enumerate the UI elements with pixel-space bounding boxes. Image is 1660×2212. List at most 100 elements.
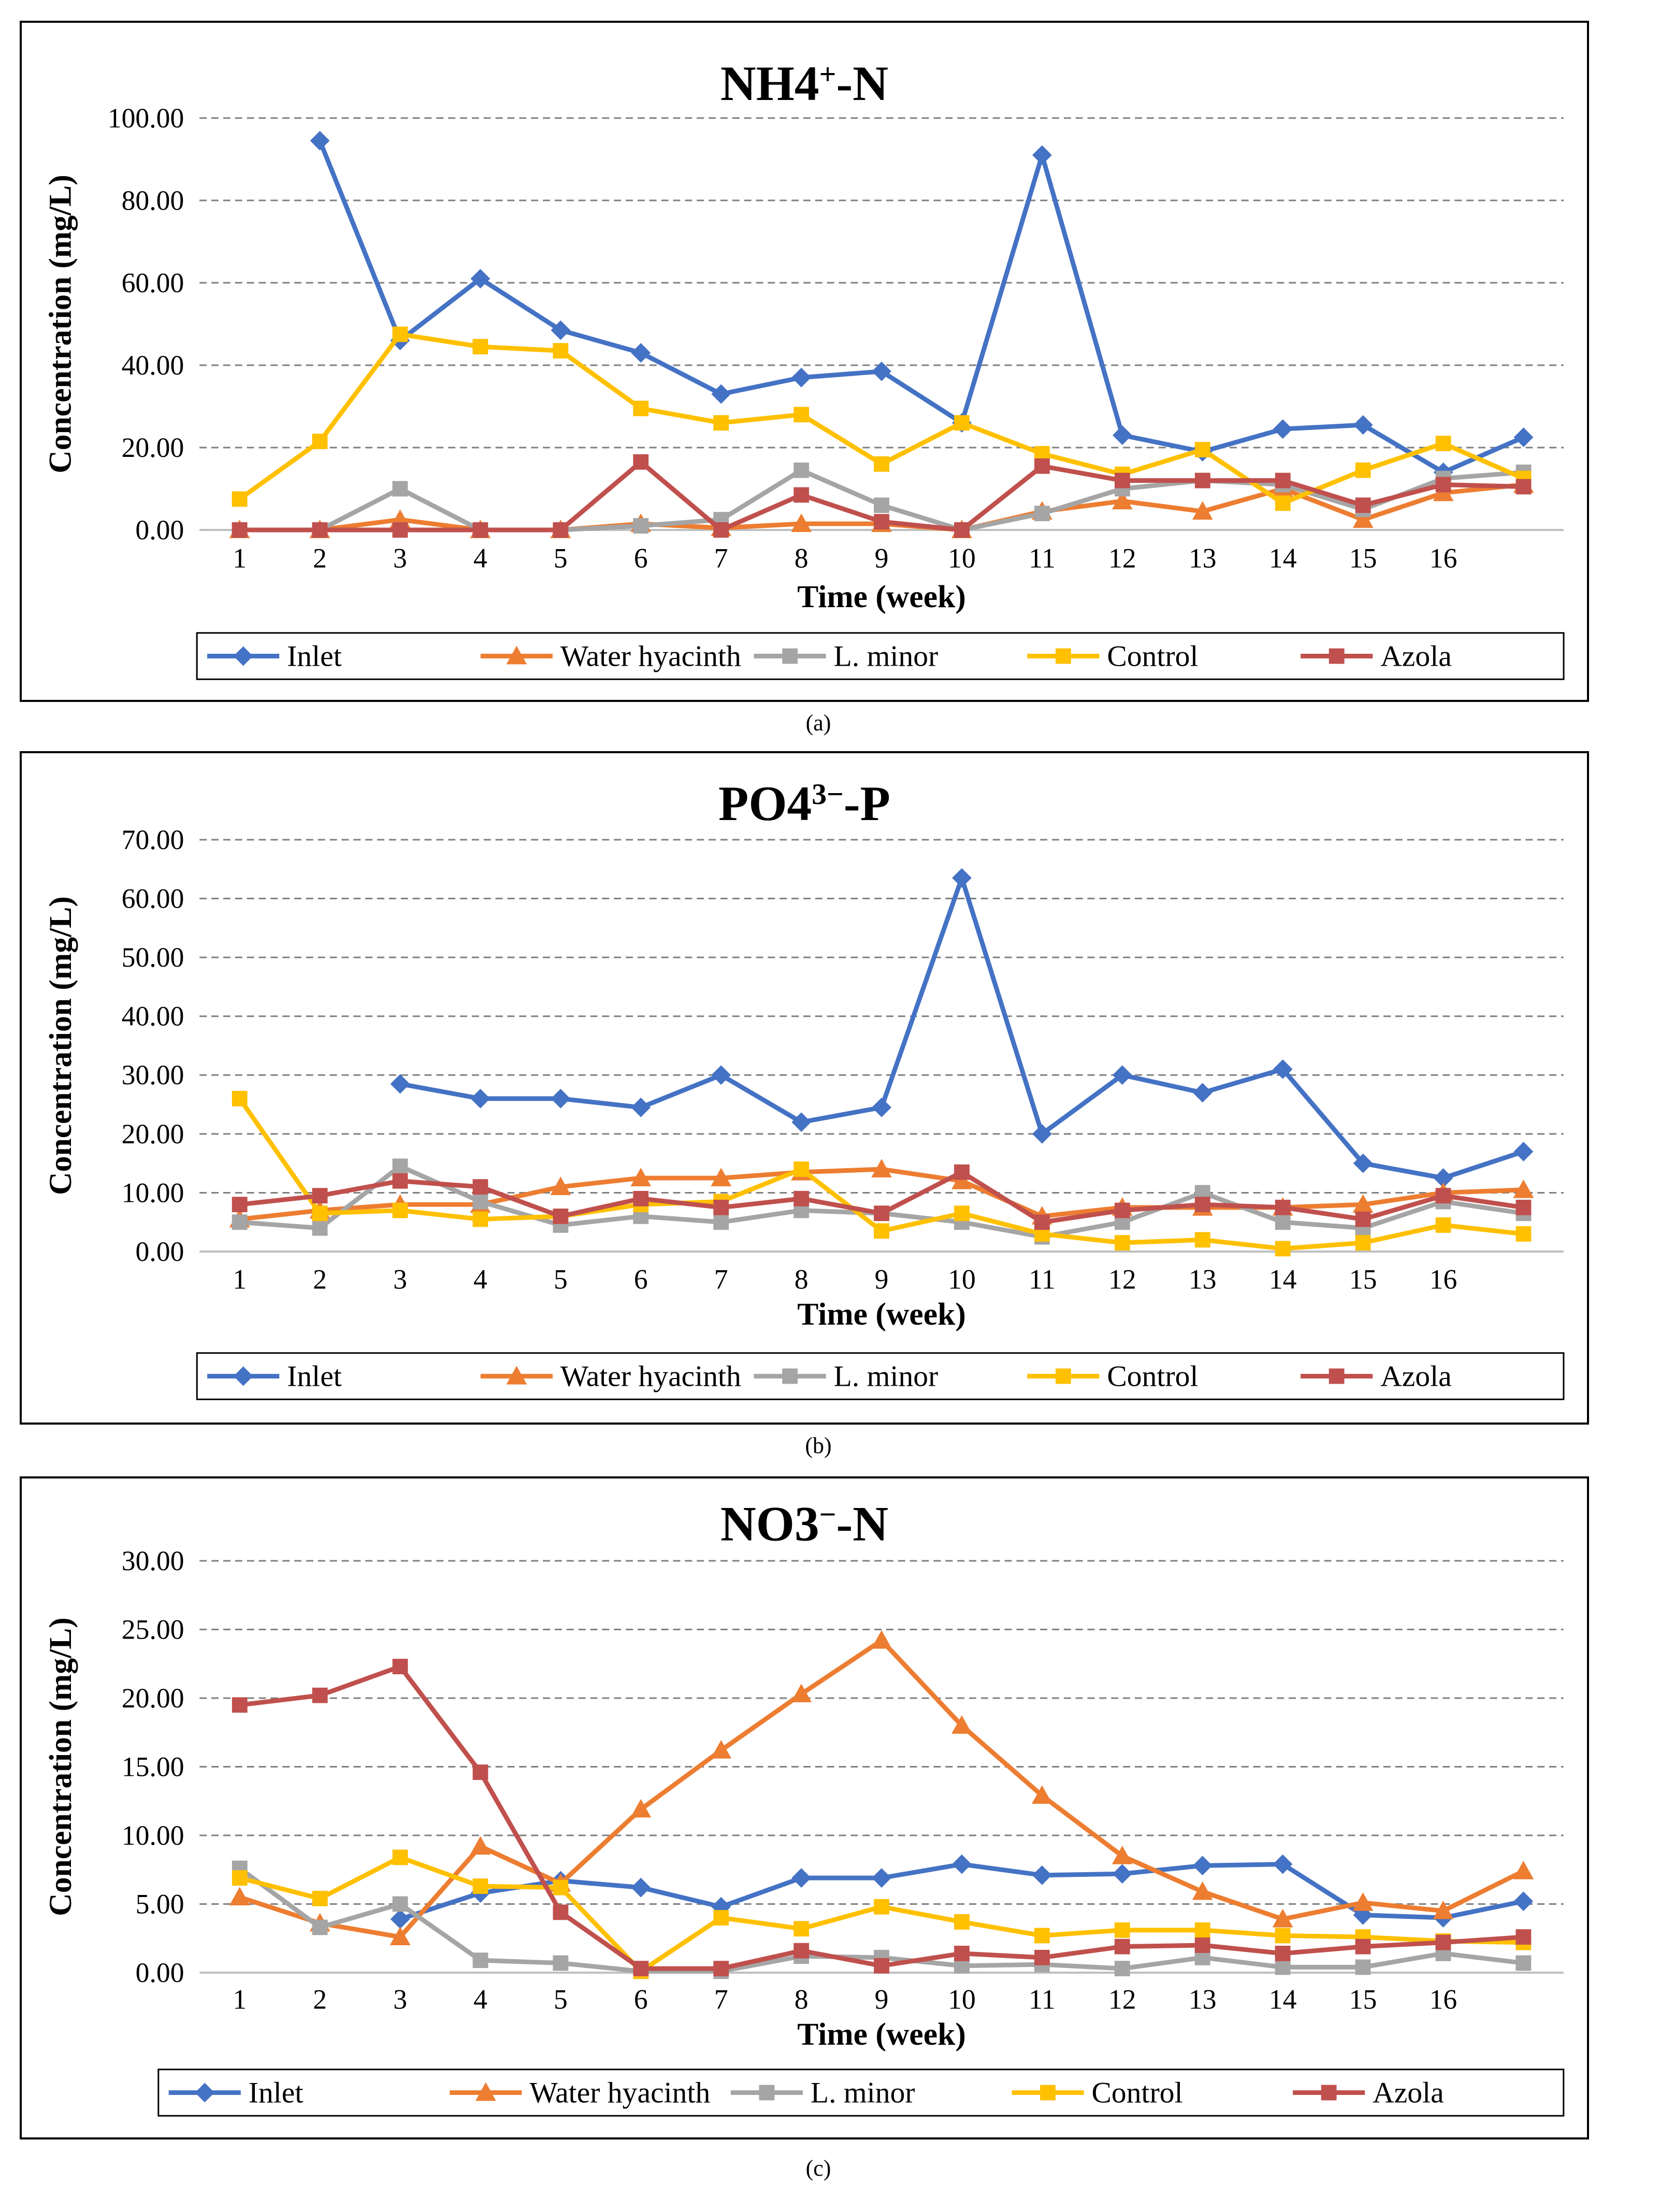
x-tick-label: 7 <box>714 1984 728 2015</box>
y-tick-label: 20.00 <box>122 432 184 463</box>
data-point <box>390 1909 410 1929</box>
data-point <box>952 1854 972 1874</box>
data-point <box>711 384 731 404</box>
data-point <box>1275 1945 1291 1961</box>
data-point <box>1194 1232 1210 1248</box>
data-point <box>1192 1083 1212 1103</box>
data-point <box>392 1659 408 1674</box>
data-point <box>713 1910 729 1926</box>
data-point <box>472 339 488 355</box>
y-tick-label: 100.00 <box>108 103 184 134</box>
data-point <box>1273 1059 1293 1079</box>
legend: Inlet Water hyacinth L. minor Control Azola <box>196 632 1565 680</box>
x-tick-label: 10 <box>948 1984 976 2015</box>
data-point <box>954 1205 970 1222</box>
legend-swatch-marker <box>759 2085 775 2101</box>
data-point <box>472 1878 488 1894</box>
data-point <box>1112 1845 1133 1864</box>
x-tick-label: 8 <box>795 1984 809 2015</box>
x-tick-label: 7 <box>714 543 728 574</box>
data-point <box>1275 1199 1291 1215</box>
data-point <box>472 1179 488 1195</box>
data-point <box>1112 1864 1132 1884</box>
y-axis-label: Concentration (mg/L) <box>43 896 78 1195</box>
data-point <box>1435 1217 1451 1233</box>
data-point <box>871 1630 892 1649</box>
data-point <box>312 1890 328 1906</box>
data-point <box>1433 1168 1453 1188</box>
data-point <box>954 1945 970 1961</box>
data-point <box>550 1176 571 1196</box>
chart-title-main: NO3 <box>720 1496 819 1551</box>
legend-label: Water hyacinth <box>560 640 741 672</box>
data-point <box>1194 1937 1210 1953</box>
data-point <box>952 868 972 888</box>
data-point <box>392 1158 408 1174</box>
data-point <box>472 1211 488 1227</box>
data-point <box>1273 1854 1293 1874</box>
data-point <box>1273 419 1293 439</box>
data-point <box>793 1943 810 1959</box>
y-tick-label: 25.00 <box>122 1614 184 1645</box>
y-tick-label: 60.00 <box>122 267 184 298</box>
x-tick-label: 13 <box>1189 543 1217 574</box>
data-point <box>1275 472 1291 489</box>
data-point <box>553 343 569 359</box>
x-tick-label: 6 <box>634 1264 648 1295</box>
series-inlet <box>390 868 1534 1188</box>
data-point <box>1353 415 1373 435</box>
data-point <box>553 522 569 538</box>
data-point <box>1513 1142 1534 1161</box>
x-tick-label: 2 <box>313 1984 327 2015</box>
x-tick-label: 5 <box>554 1264 568 1295</box>
data-point <box>631 1877 651 1898</box>
data-point <box>1513 1861 1534 1879</box>
data-point <box>1275 1959 1291 1975</box>
x-tick-label: 4 <box>473 1264 487 1295</box>
x-tick-label: 7 <box>714 1264 728 1295</box>
legend: Inlet Water hyacinth L. minor Control Azola <box>196 1352 1565 1400</box>
data-point <box>874 497 889 513</box>
x-tick-label: 6 <box>634 1984 648 2015</box>
data-point <box>1352 509 1374 528</box>
legend-label: L. minor <box>811 2076 915 2109</box>
chart-title-superscript: + <box>819 58 836 91</box>
x-tick-label: 2 <box>313 1264 327 1295</box>
data-point <box>1275 495 1291 511</box>
x-axis-label: Time (week) <box>797 579 966 614</box>
data-point <box>951 1715 972 1734</box>
x-tick-label: 4 <box>473 1984 487 2015</box>
data-point <box>791 1112 812 1132</box>
series-azola <box>232 454 1532 538</box>
data-point <box>874 1205 889 1222</box>
series-line <box>399 875 1524 1181</box>
chart-title-main: PO4 <box>718 776 812 831</box>
data-point <box>711 1740 732 1759</box>
chart-panel-no3: NO3−-N 0.00 5.00 10.00 15.00 20.00 25.00 30.00 1… <box>20 1476 1589 2139</box>
data-point <box>633 1961 649 1976</box>
data-point <box>392 522 408 538</box>
y-tick-label: 20.00 <box>122 1118 184 1150</box>
data-point <box>1515 479 1532 495</box>
legend-swatch-marker <box>233 646 253 666</box>
y-tick-label: 0.00 <box>136 1236 184 1267</box>
data-point <box>232 1214 248 1230</box>
legend-label: Water hyacinth <box>560 1360 741 1392</box>
chart-title: NO3−-N <box>720 1496 888 1551</box>
legend-label: Water hyacinth <box>529 2076 710 2109</box>
data-point <box>551 1088 571 1109</box>
x-tick-label: 1 <box>233 1984 247 2015</box>
data-point <box>1352 1892 1374 1911</box>
data-point <box>1513 1179 1534 1198</box>
series-line <box>239 1664 1524 1971</box>
legend-swatch-marker <box>506 1366 527 1385</box>
data-point <box>633 400 649 416</box>
data-point <box>874 1223 889 1239</box>
legend-label: Azola <box>1373 2076 1444 2109</box>
legend-swatch-marker <box>782 1368 798 1384</box>
data-point <box>1435 1934 1451 1950</box>
x-tick-label: 14 <box>1269 1264 1297 1295</box>
y-tick-label: 15.00 <box>122 1751 184 1782</box>
data-point <box>232 1197 248 1213</box>
data-point <box>1113 425 1132 446</box>
